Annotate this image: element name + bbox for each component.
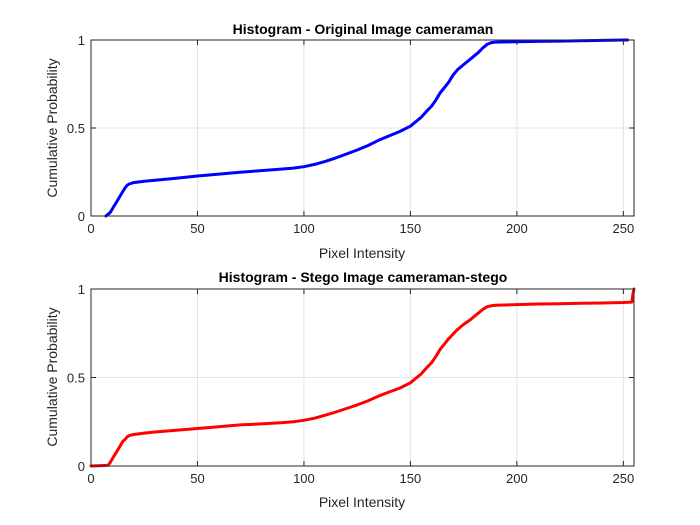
x-tick-label: 50: [190, 221, 204, 236]
x-tick-label: 150: [400, 471, 422, 486]
x-tick-label: 100: [293, 221, 315, 236]
x-tick-label: 100: [293, 471, 315, 486]
plot-original: 0 50 100 150 200 250 0 0.5 1: [67, 33, 635, 236]
x-tick-label: 200: [506, 471, 528, 486]
y-axis-label-original: Cumulative Probability: [44, 58, 60, 197]
y-tick-label: 1: [78, 33, 85, 48]
x-axis-label-stego: Pixel Intensity: [319, 494, 405, 510]
series-line-stego: [89, 287, 636, 468]
x-tick-label: 50: [190, 471, 204, 486]
y-axis-label-stego: Cumulative Probability: [44, 307, 60, 446]
series-line-original: [104, 38, 630, 218]
y-tick-label: 1: [78, 282, 85, 297]
x-tick-label: 0: [87, 221, 94, 236]
x-tick-label: 200: [506, 221, 528, 236]
y-tick-label: 0.5: [67, 371, 85, 386]
chart-title-stego: Histogram - Stego Image cameraman-stego: [219, 269, 508, 285]
x-tick-label: 150: [400, 221, 422, 236]
x-tick-label: 250: [613, 471, 635, 486]
x-axis-label-original: Pixel Intensity: [319, 245, 405, 261]
y-tick-label: 0: [78, 459, 85, 474]
chart-title-original: Histogram - Original Image cameraman: [233, 21, 494, 37]
plot-stego: 0 50 100 150 200 250 0 0.5 1: [67, 282, 636, 486]
y-tick-label: 0.5: [67, 121, 85, 136]
x-tick-label: 0: [87, 471, 94, 486]
y-tick-label: 0: [78, 209, 85, 224]
x-tick-label: 250: [613, 221, 635, 236]
